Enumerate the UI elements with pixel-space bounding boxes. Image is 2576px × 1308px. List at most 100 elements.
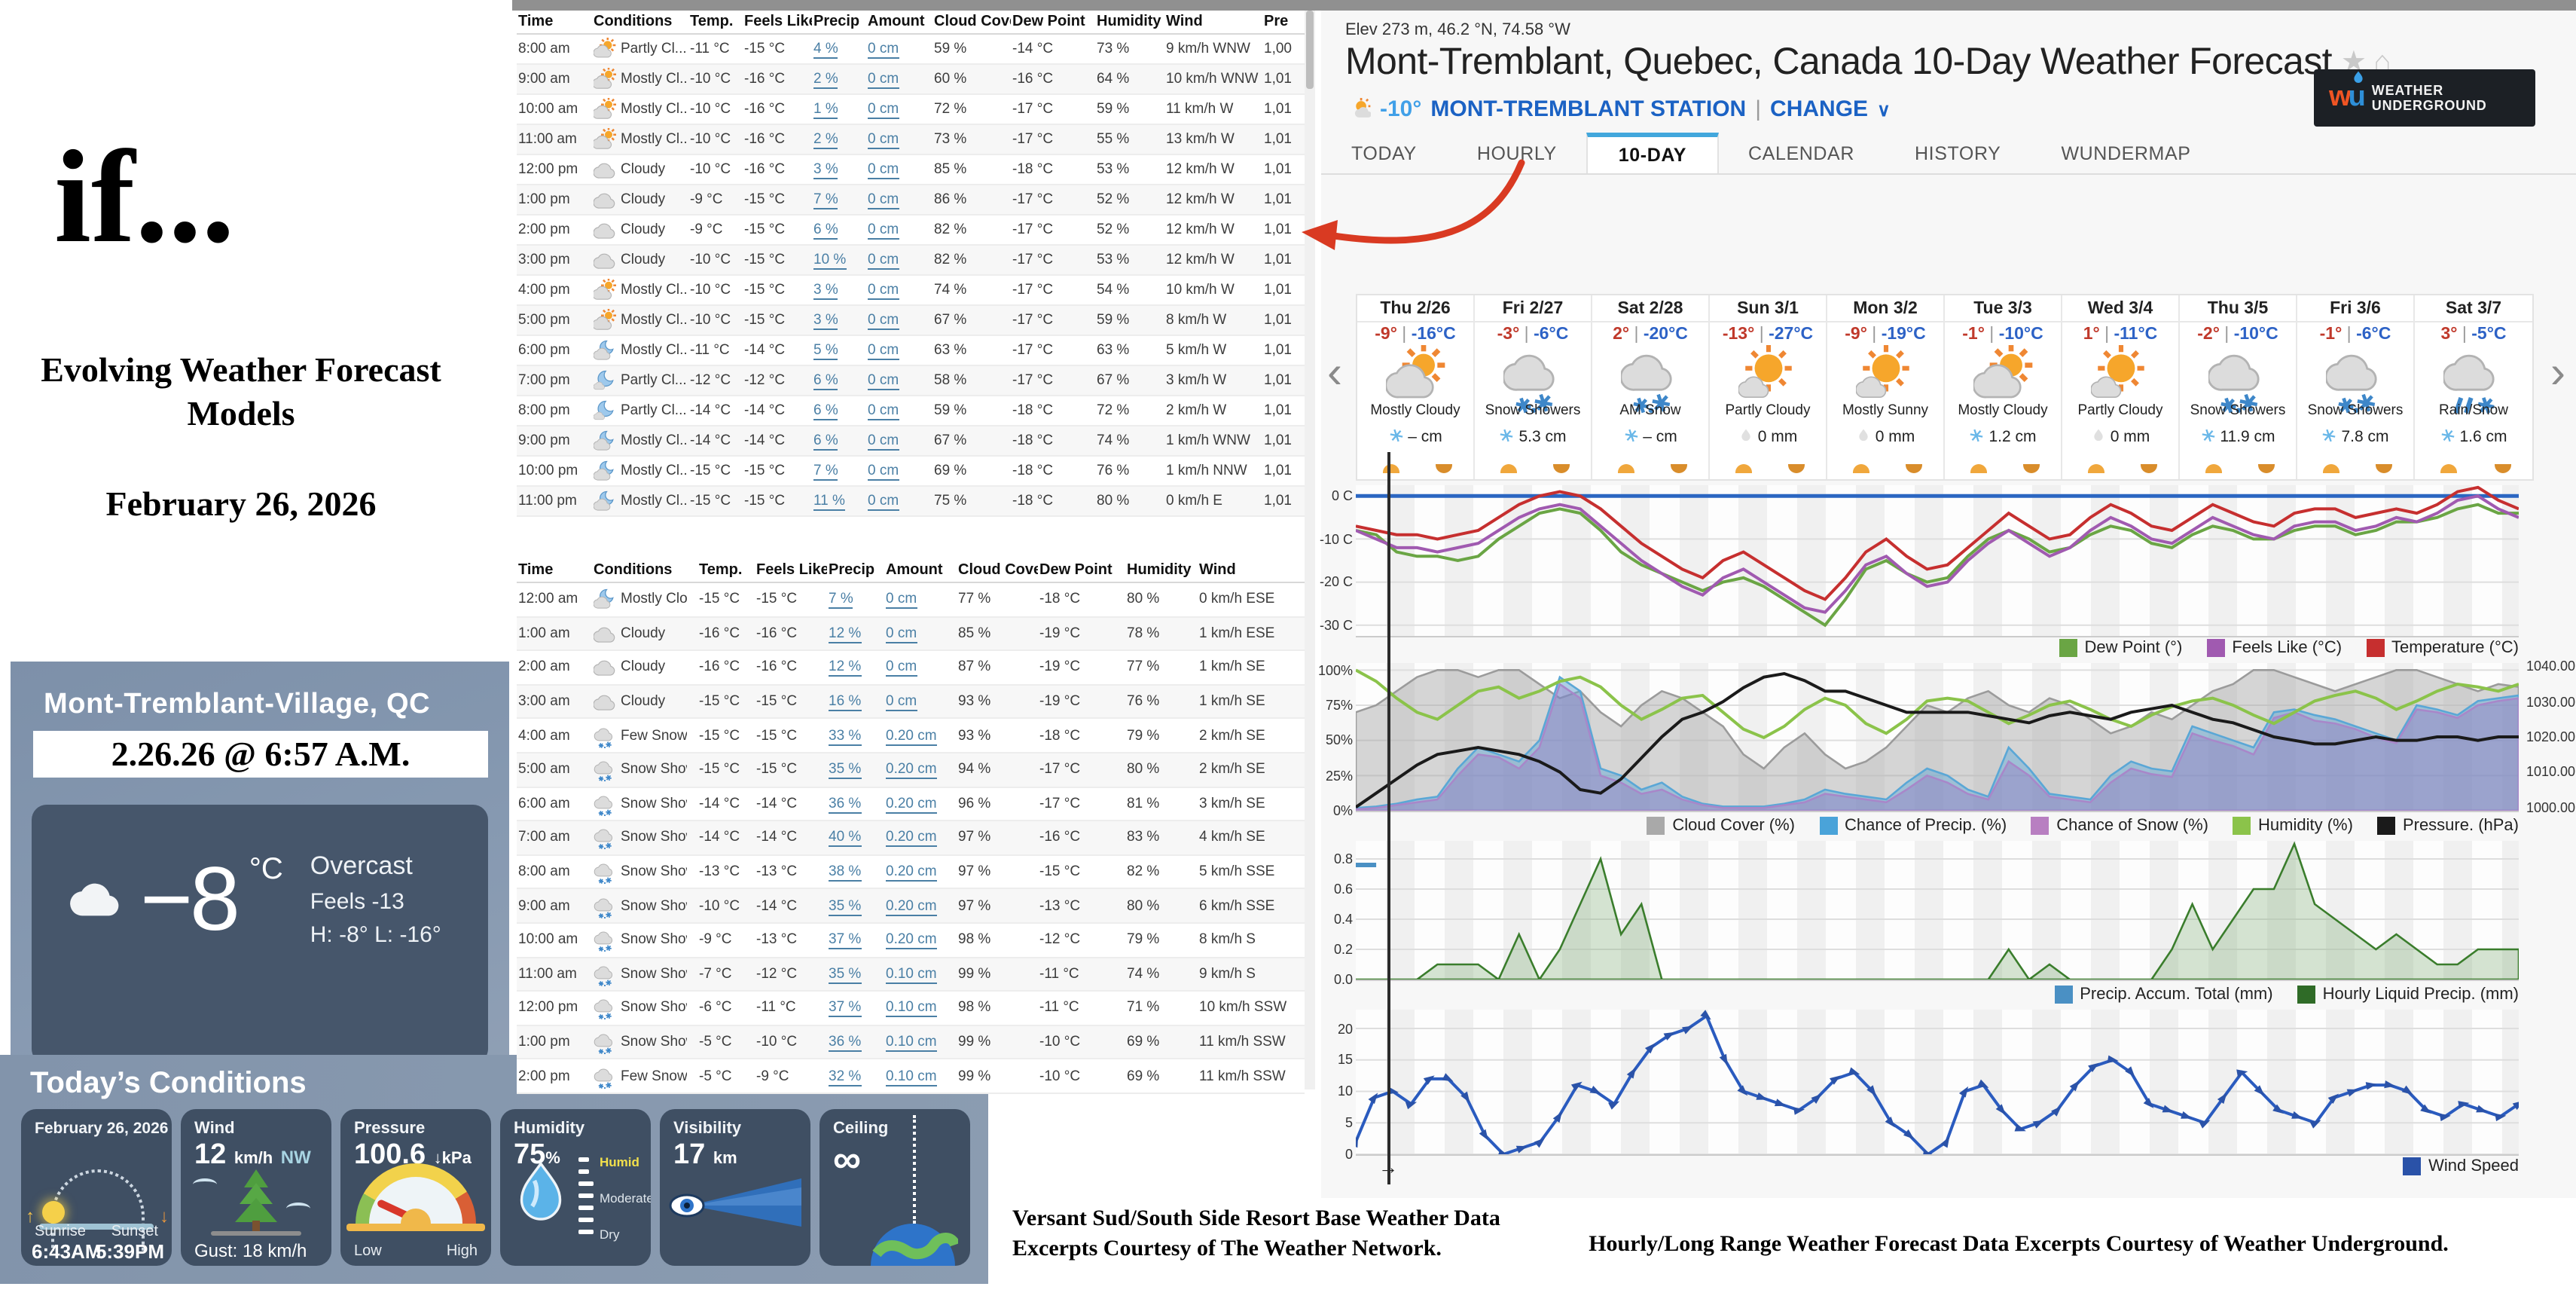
cell-precip[interactable]: 2 %	[812, 64, 866, 95]
cell-precip[interactable]: 11 %	[812, 486, 866, 517]
forecast-tile[interactable]: Fri 2/27 -3° | -6°C Snow Showers 5.3 cm	[1475, 295, 1592, 479]
carousel-prev-icon[interactable]: ‹	[1327, 348, 1342, 398]
cell-precip[interactable]: 37 %	[827, 991, 884, 1026]
cell-precip[interactable]: 1 %	[812, 94, 866, 125]
cell-amount[interactable]: 0.20 cm	[884, 787, 957, 822]
cell-amount[interactable]: 0.20 cm	[884, 718, 957, 753]
visibility-title: Visibility	[673, 1120, 742, 1138]
cell-amount[interactable]: 0 cm	[884, 684, 957, 720]
table-scrollbar-thumb[interactable]	[1306, 11, 1314, 89]
cell-amount[interactable]: 0 cm	[884, 616, 957, 652]
tab-hourly[interactable]: HOURLY	[1476, 142, 1557, 164]
forecast-tile[interactable]: Wed 3/4 1° | -11°C Partly Cloudy 0 mm	[2062, 295, 2180, 479]
cell-amount[interactable]: 0 cm	[866, 215, 932, 246]
forecast-tile[interactable]: Sun 3/1 -13° | -27°C Partly Cloudy 0 mm	[1710, 295, 1827, 479]
cell-precip[interactable]: 3 %	[812, 305, 866, 336]
cell-amount[interactable]: 0.10 cm	[884, 1025, 957, 1060]
forecast-tile[interactable]: Sat 3/7 3° | -5°C Rain/Snow 1.6 cm	[2415, 295, 2532, 479]
cell-precip[interactable]: 35 %	[827, 888, 884, 924]
cell-amount[interactable]: 0.20 cm	[884, 854, 957, 890]
cell-precip[interactable]: 12 %	[827, 616, 884, 652]
tab-history[interactable]: HISTORY	[1915, 142, 2001, 164]
cell-precip[interactable]: 35 %	[827, 957, 884, 992]
cell-temp: -10 °C	[688, 305, 743, 336]
cell-precip[interactable]: 7 %	[812, 456, 866, 487]
forecast-tile[interactable]: Thu 3/5 -2° | -10°C Snow Showers 11.9 cm	[2180, 295, 2297, 479]
cell-precip[interactable]: 36 %	[827, 787, 884, 822]
cell-precip[interactable]: 4 %	[812, 34, 866, 65]
forecast-tile[interactable]: Mon 3/2 -9° | -19°C Mostly Sunny 0 mm	[1827, 295, 1945, 479]
cell-precip[interactable]: 7 %	[827, 582, 884, 618]
forecast-tile[interactable]: Thu 2/26 -9° | -16°C Mostly Cloudy – cm	[1357, 295, 1475, 479]
cell-precip[interactable]: 36 %	[827, 1025, 884, 1060]
cell-amount[interactable]: 0.20 cm	[884, 922, 957, 958]
cell-temp: -16 °C	[697, 650, 755, 686]
cell-amount[interactable]: 0 cm	[866, 396, 932, 426]
cell-precip[interactable]: 38 %	[827, 854, 884, 890]
tab-wundermap[interactable]: WUNDERMAP	[2061, 142, 2191, 164]
legend-item: Pressure. (hPa)	[2376, 817, 2519, 835]
cell-precip[interactable]: 33 %	[827, 718, 884, 753]
cell-precip[interactable]: 3 %	[812, 275, 866, 306]
forecast-tile[interactable]: Sat 2/282° | -20°CAM Snow– cm	[1592, 295, 1710, 479]
carousel-next-icon[interactable]: ›	[2550, 348, 2565, 398]
current-temp: −8	[140, 848, 240, 950]
tab-10-day[interactable]: 10-DAY	[1586, 133, 1719, 173]
cell-precip[interactable]: 16 %	[827, 684, 884, 720]
wunderground-logo: wu WEATHER UNDERGROUND	[2314, 69, 2535, 127]
tab-today[interactable]: TODAY	[1351, 142, 1417, 164]
table-scrollbar[interactable]	[1305, 11, 1315, 1089]
tab-calendar[interactable]: CALENDAR	[1748, 142, 1854, 164]
forecast-tile[interactable]: Fri 3/6 -1° | -6°C Snow Showers 7.8 cm	[2297, 295, 2415, 479]
cell-amount[interactable]: 0 cm	[866, 185, 932, 215]
col-feels-like: Feels Like	[755, 559, 827, 583]
cell-temp: -10 °C	[688, 245, 743, 276]
cell-amount[interactable]: 0 cm	[866, 245, 932, 276]
current-time-cursor[interactable]	[1387, 452, 1390, 1184]
cell-amount[interactable]: 0 cm	[866, 456, 932, 487]
cell-amount[interactable]: 0.10 cm	[884, 957, 957, 992]
cell-amount[interactable]: 0 cm	[866, 305, 932, 336]
cell-amount[interactable]: 0.20 cm	[884, 752, 957, 788]
cell-precip[interactable]: 6 %	[812, 426, 866, 457]
cell-precip[interactable]: 6 %	[812, 215, 866, 246]
cell-precip[interactable]: 7 %	[812, 185, 866, 215]
cell-amount[interactable]: 0.20 cm	[884, 888, 957, 924]
cell-amount[interactable]: 0 cm	[866, 335, 932, 366]
cell-conditions: Mostly Cl...	[592, 124, 688, 155]
cell-amount[interactable]: 0 cm	[866, 34, 932, 65]
cell-precip[interactable]: 40 %	[827, 821, 884, 856]
chevron-down-icon[interactable]: ∨	[1877, 99, 1891, 120]
cell-amount[interactable]: 0 cm	[866, 64, 932, 95]
cell-amount[interactable]: 0 cm	[866, 365, 932, 396]
station-row: -10° MONT-TREMBLANT STATION | CHANGE ∨	[1345, 96, 1891, 122]
cell-amount[interactable]: 0 cm	[866, 486, 932, 517]
cell-precip[interactable]: 3 %	[812, 154, 866, 185]
wind-unit: km/h	[233, 1150, 273, 1168]
cell-amount[interactable]: 0 cm	[866, 124, 932, 155]
cell-amount[interactable]: 0.20 cm	[884, 821, 957, 856]
cell-amount[interactable]: 0.10 cm	[884, 1059, 957, 1094]
cell-amount[interactable]: 0 cm	[866, 275, 932, 306]
cell-precip[interactable]: 10 %	[812, 245, 866, 276]
cell-amount[interactable]: 0.10 cm	[884, 991, 957, 1026]
station-name[interactable]: MONT-TREMBLANT STATION	[1430, 96, 1747, 122]
cell-amount[interactable]: 0 cm	[884, 650, 957, 686]
droplet-icon	[520, 1161, 562, 1221]
cell-precip[interactable]: 37 %	[827, 922, 884, 958]
cell-amount[interactable]: 0 cm	[866, 154, 932, 185]
cell-precip[interactable]: 2 %	[812, 124, 866, 155]
forecast-tile[interactable]: Tue 3/3 -1° | -10°C Mostly Cloudy 1.2 cm	[1945, 295, 2062, 479]
cell-precip[interactable]: 12 %	[827, 650, 884, 686]
cell-precip[interactable]: 6 %	[812, 396, 866, 426]
cell-amount[interactable]: 0 cm	[884, 582, 957, 618]
change-station-link[interactable]: CHANGE	[1770, 96, 1869, 122]
cell-amount[interactable]: 0 cm	[866, 94, 932, 125]
cell-precip[interactable]: 32 %	[827, 1059, 884, 1094]
cell-amount[interactable]: 0 cm	[866, 426, 932, 457]
cell-conditions: Mostly Cl...	[592, 456, 688, 487]
cell-precip[interactable]: 5 %	[812, 335, 866, 366]
cell-precip[interactable]: 35 %	[827, 752, 884, 788]
cell-precip[interactable]: 6 %	[812, 365, 866, 396]
